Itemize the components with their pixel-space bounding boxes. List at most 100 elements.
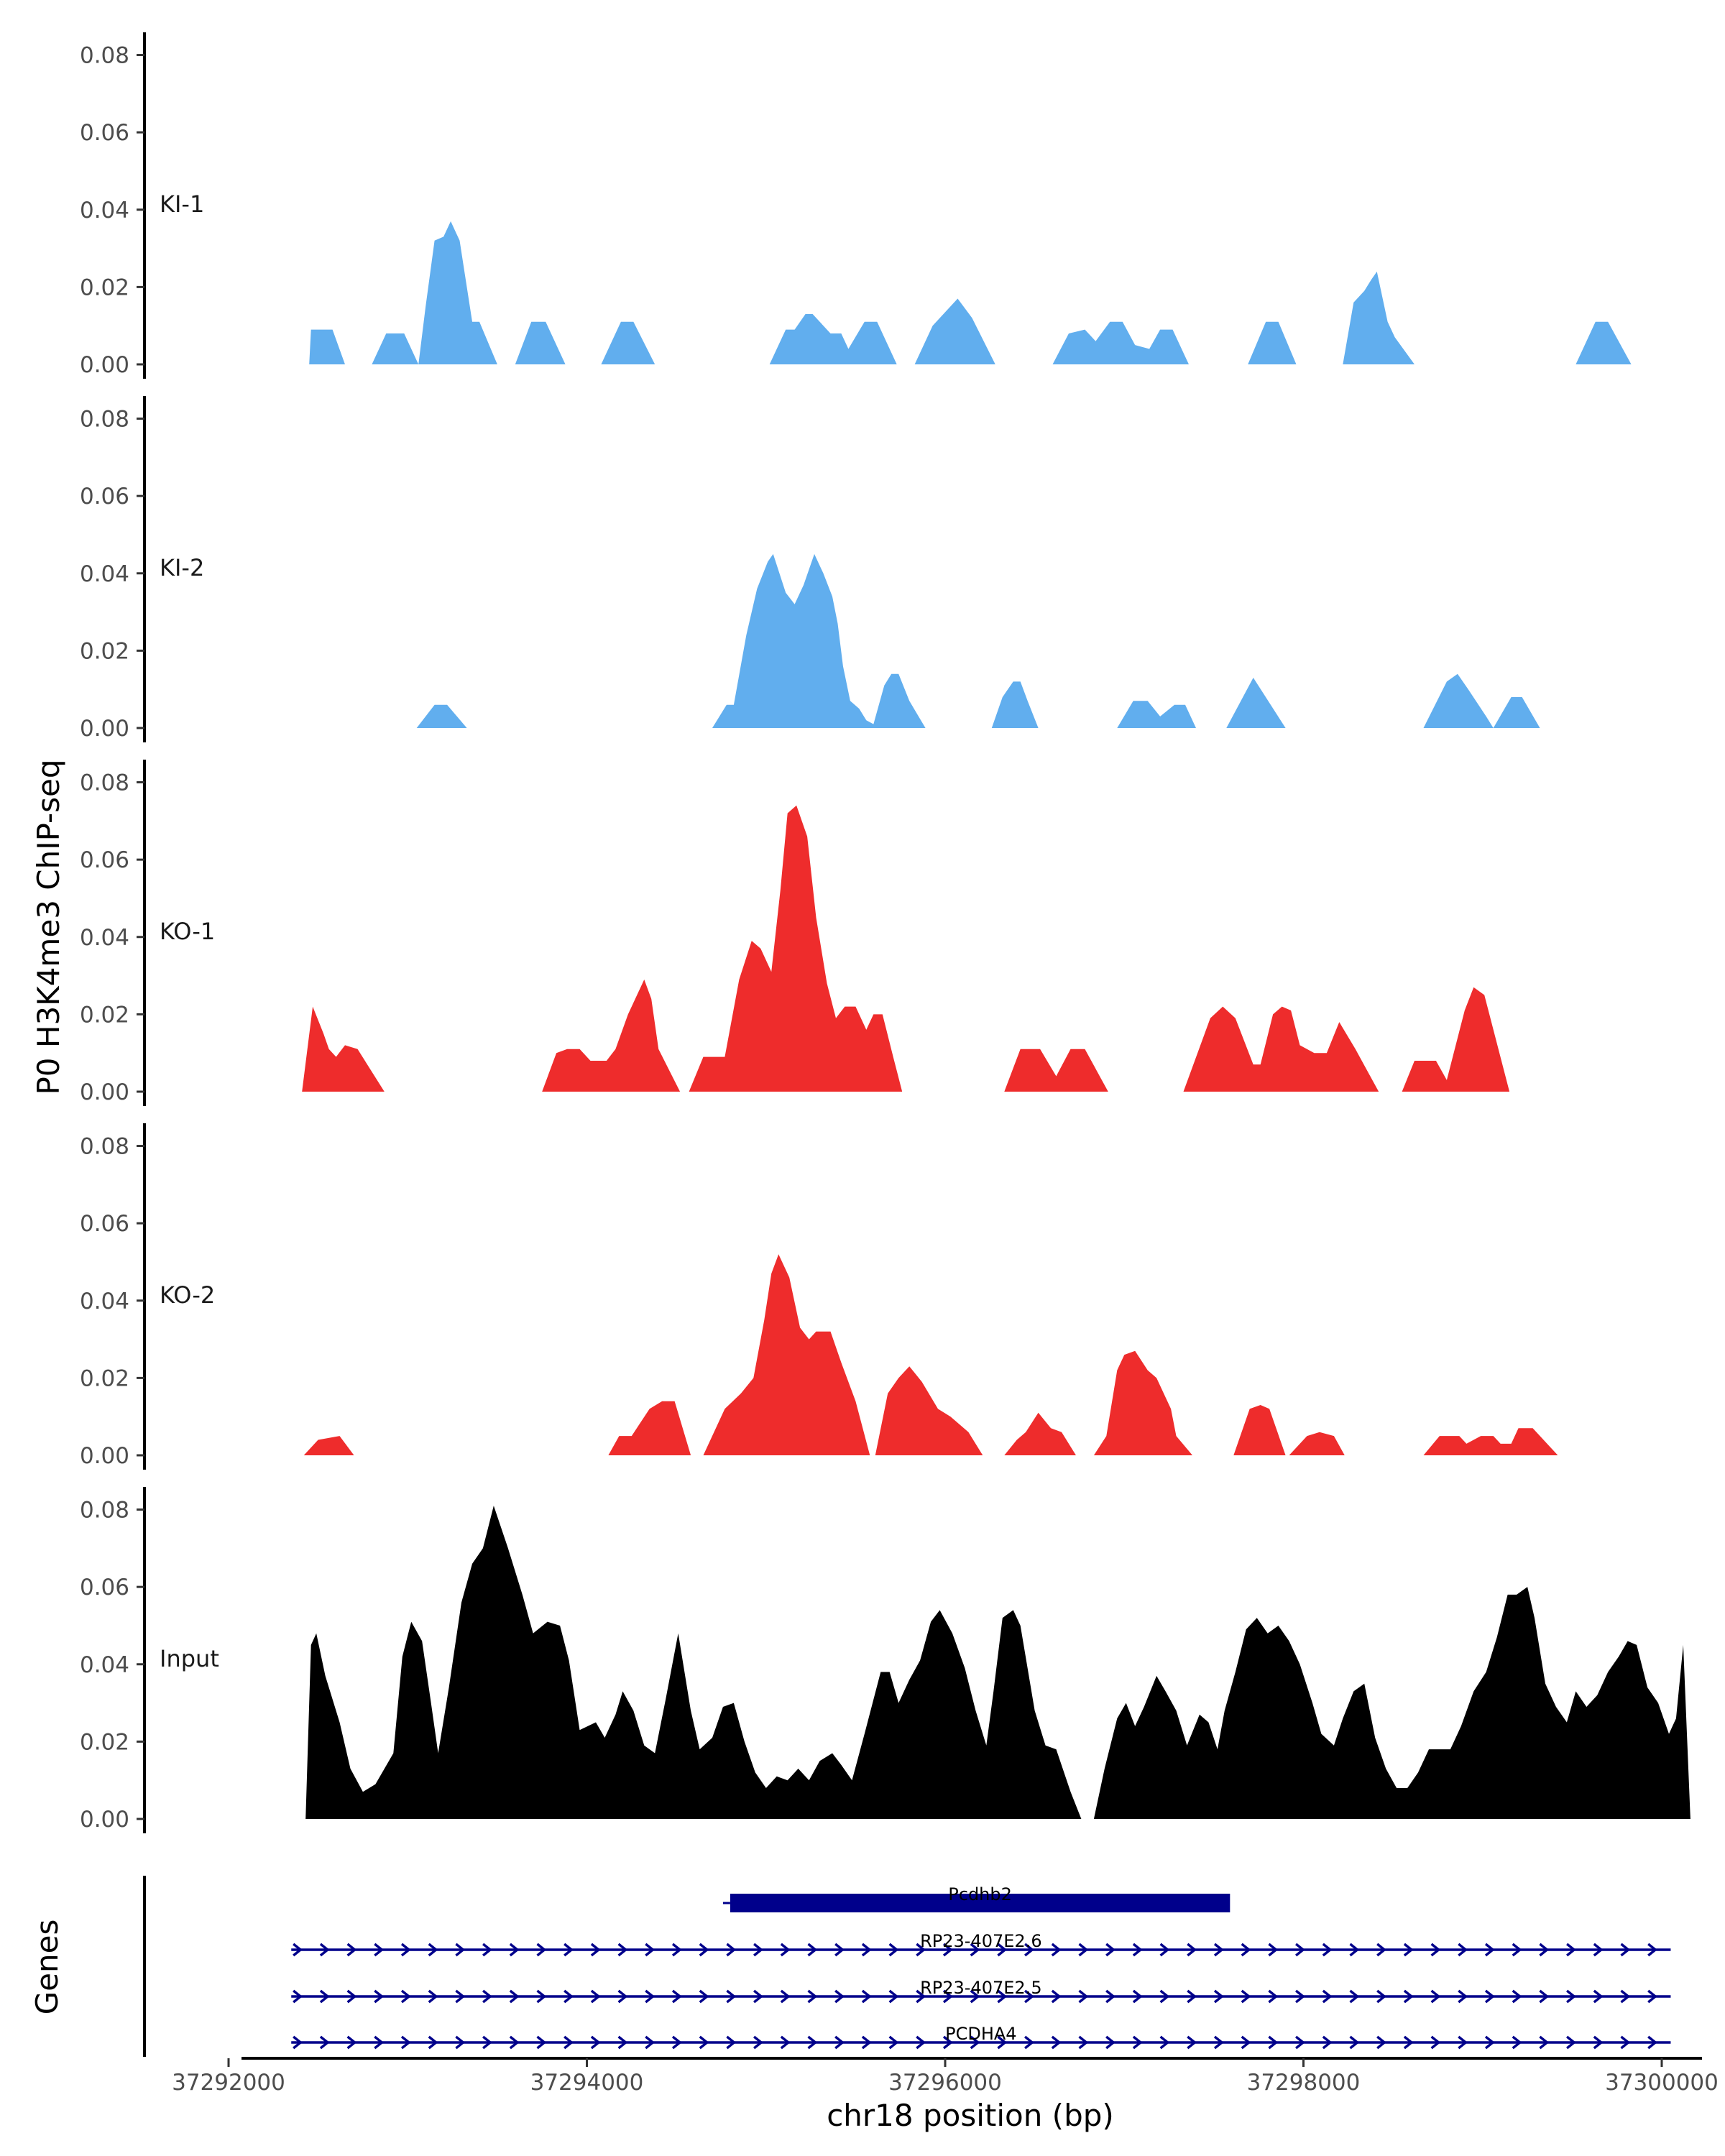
signal-area [303, 1436, 354, 1455]
strand-chevron [1349, 1943, 1360, 1957]
y-tick-label: 0.04 [80, 561, 129, 587]
y-tick-label: 0.06 [80, 1575, 129, 1600]
strand-chevron [1241, 2035, 1251, 2050]
gene-label: RP23-407E2.6 [920, 1931, 1042, 1951]
strand-chevron [1051, 1943, 1062, 1957]
x-axis: 37292000 37294000 37296000 37298000 37300000 [172, 2057, 1719, 2096]
y-axis-title: P0 H3K4me3 ChIP-seq [31, 759, 66, 1095]
strand-chevron [1430, 1943, 1441, 1957]
strand-chevron [509, 2035, 520, 2050]
strand-chevron [1512, 2035, 1522, 2050]
strand-chevron [780, 1989, 791, 2004]
x-tick-label: 37292000 [172, 2070, 285, 2096]
strand-chevron [617, 1943, 628, 1957]
strand-chevron [834, 1989, 845, 2004]
strand-chevron [671, 1943, 682, 1957]
strand-chevron [1403, 2035, 1414, 2050]
strand-chevron [861, 1943, 872, 1957]
strand-chevron [346, 1989, 357, 2004]
strand-chevron [1566, 1943, 1576, 1957]
strand-chevron [428, 1943, 438, 1957]
strand-chevron [319, 1943, 330, 1957]
strand-chevron [1647, 1989, 1657, 2004]
y-tick-label: 0.08 [80, 770, 129, 796]
strand-chevron [834, 2035, 845, 2050]
strand-chevron [726, 2035, 737, 2050]
strand-chevron [1159, 1989, 1170, 2004]
strand-chevron [1458, 1943, 1468, 1957]
signal-area [1093, 1587, 1690, 1819]
track-panel-ko-1: 0.00 0.02 0.04 0.06 0.08 KO-1 [80, 760, 1510, 1106]
y-tick-label: 0.06 [80, 120, 129, 146]
strand-chevron [807, 1989, 818, 2004]
strand-chevron [1620, 2035, 1631, 2050]
strand-chevron [1078, 2035, 1089, 2050]
strand-chevron [1295, 2035, 1305, 2050]
strand-chevron [482, 2035, 492, 2050]
signal-area [703, 1254, 870, 1455]
signal-area [1343, 271, 1414, 364]
strand-chevron [1430, 1989, 1441, 2004]
strand-chevron [428, 2035, 438, 2050]
y-tick-label: 0.02 [80, 1002, 129, 1028]
strand-chevron [1376, 1943, 1386, 1957]
strand-chevron [1647, 1943, 1657, 1957]
strand-chevron [1078, 1989, 1089, 2004]
strand-chevron [1078, 1943, 1089, 1957]
strand-chevron [293, 2035, 303, 2050]
signal-area [601, 321, 656, 364]
strand-chevron [671, 2035, 682, 2050]
strand-chevron [645, 1989, 656, 2004]
strand-chevron [1403, 1989, 1414, 2004]
strand-chevron [1024, 2035, 1034, 2050]
strand-chevron [1051, 1989, 1062, 2004]
strand-chevron [726, 1943, 737, 1957]
gene-pcdha4: PCDHA4 [291, 2024, 1671, 2050]
strand-chevron [916, 1989, 926, 2004]
genes-layer: Pcdhb2 RP23-407E2.6 RP23-407E2.5 PCDHA4 [143, 1876, 1671, 2057]
strand-chevron [807, 1943, 818, 1957]
strand-chevron [455, 1943, 466, 1957]
strand-chevron [564, 2035, 574, 2050]
strand-chevron [1105, 1989, 1116, 2004]
strand-chevron [400, 2035, 411, 2050]
strand-chevron [645, 2035, 656, 2050]
strand-chevron [482, 1989, 492, 2004]
strand-chevron [1484, 1989, 1495, 2004]
gene-rp23-407e2.6: RP23-407E2.6 [291, 1931, 1671, 1957]
strand-chevron [970, 2035, 980, 2050]
strand-chevron [1376, 2035, 1386, 2050]
x-tick-label: 37296000 [888, 2070, 1002, 2096]
strand-chevron [970, 1989, 980, 2004]
signal-area [1289, 1432, 1345, 1455]
strand-chevron [888, 1943, 899, 1957]
strand-chevron [1376, 1989, 1386, 2004]
y-tick-label: 0.00 [80, 716, 129, 742]
strand-chevron [1187, 2035, 1197, 2050]
gene-rp23-407e2.5: RP23-407E2.5 [291, 1978, 1671, 2004]
gene-label: RP23-407E2.5 [920, 1978, 1042, 1998]
strand-chevron [1268, 2035, 1279, 2050]
strand-chevron [942, 1943, 953, 1957]
strand-chevron [374, 1989, 385, 2004]
signal-area [1183, 1006, 1379, 1092]
strand-chevron [753, 2035, 763, 2050]
strand-chevron [699, 1943, 709, 1957]
strand-chevron [1566, 1989, 1576, 2004]
y-tick-label: 0.08 [80, 43, 129, 69]
signal-area [1004, 1049, 1108, 1092]
track-panel-ko-2: 0.00 0.02 0.04 0.06 0.08 KO-2 [80, 1123, 1558, 1470]
strand-chevron [1539, 2035, 1550, 2050]
signal-area [1248, 321, 1297, 364]
signal-area [875, 1366, 983, 1455]
strand-chevron [1051, 2035, 1062, 2050]
strand-chevron [1268, 1989, 1279, 2004]
strand-chevron [374, 1943, 385, 1957]
strand-chevron [861, 2035, 872, 2050]
y-tick-label: 0.02 [80, 275, 129, 300]
strand-chevron [455, 2035, 466, 2050]
strand-chevron [834, 1943, 845, 1957]
y-tick-label: 0.06 [80, 847, 129, 873]
strand-chevron [1295, 1989, 1305, 2004]
